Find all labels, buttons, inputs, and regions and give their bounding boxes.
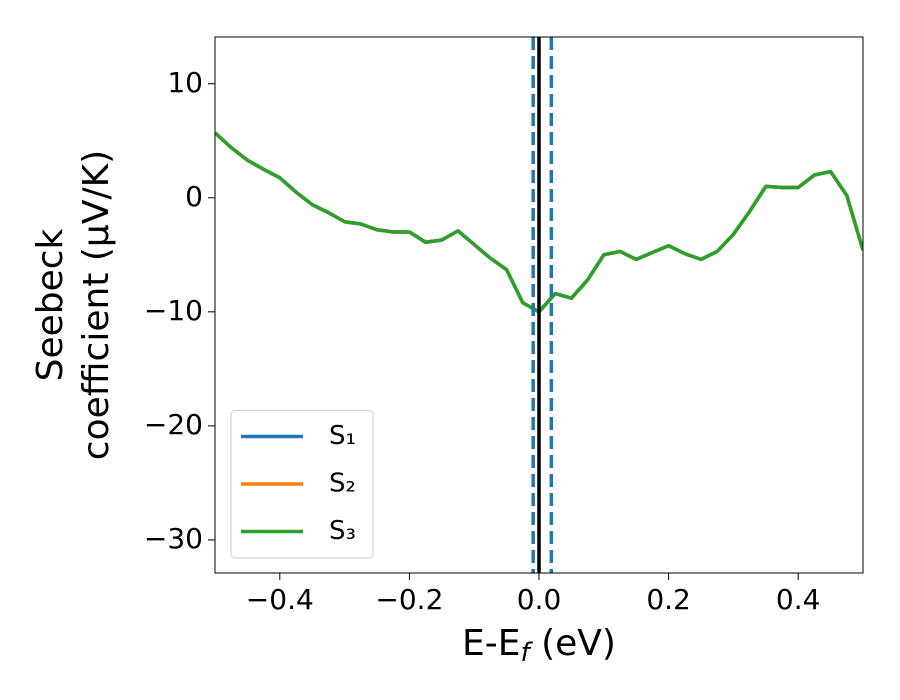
y-axis-label: coefficient (μV/K) xyxy=(76,150,117,460)
x-tick-label: −0.4 xyxy=(246,583,314,616)
y-tick-label: −10 xyxy=(144,294,203,327)
x-label-main: E-E xyxy=(462,623,520,664)
x-tick-label: 0.2 xyxy=(646,583,691,616)
plot-area xyxy=(215,37,863,573)
y-axis-label: Seebeck xyxy=(30,228,71,381)
x-tick-label: −0.2 xyxy=(375,583,443,616)
y-tick-label: 0 xyxy=(185,180,203,213)
y-tick-label: −20 xyxy=(144,408,203,441)
x-tick-label: 0.0 xyxy=(517,583,562,616)
x-axis-label: E-Ef (eV) xyxy=(462,623,616,668)
legend-label: S₂ xyxy=(329,469,356,499)
x-label-rest: (eV) xyxy=(530,623,616,664)
y-tick-label: 10 xyxy=(167,66,203,99)
axes-frame xyxy=(214,36,864,574)
x-tick-label: 0.4 xyxy=(776,583,821,616)
y-tick-label: −30 xyxy=(144,522,203,555)
legend-label: S₃ xyxy=(329,516,356,546)
legend-label: S₁ xyxy=(329,421,356,451)
